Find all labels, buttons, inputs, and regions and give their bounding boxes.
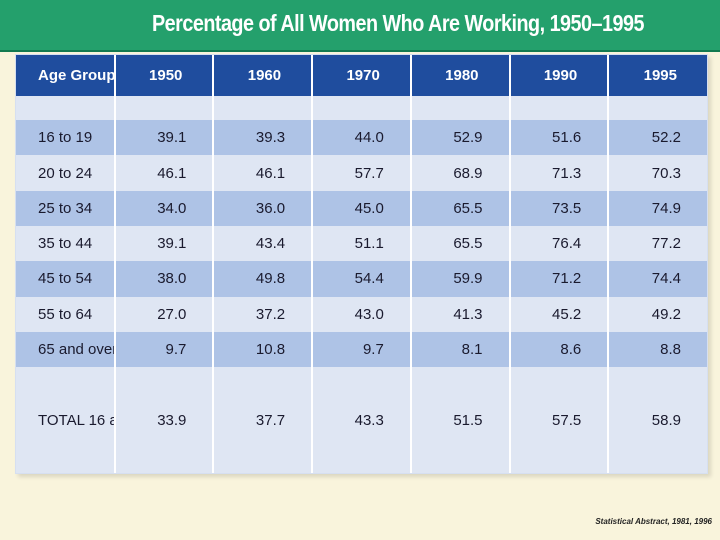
table-row: 16 to 19 39.1 39.3 44.0 52.9 51.6 52.2 — [16, 120, 707, 156]
value-cell-1970: 44.0 — [311, 120, 411, 156]
age-group-cell: 35 to 44 — [16, 225, 115, 262]
value-cell-1990: 76.4 — [508, 225, 609, 262]
value-cell-1980: 8.1 — [409, 331, 510, 368]
value-cell-1970: 9.7 — [311, 331, 411, 368]
age-group-cell: 65 and over — [16, 331, 115, 368]
value-cell-1950: 38.0 — [113, 261, 214, 297]
value-cell-1950: 39.1 — [113, 225, 214, 262]
value-cell-1950: 9.7 — [113, 331, 214, 368]
value-cell-1980: 51.5 — [409, 367, 510, 473]
value-cell-1950: 34.0 — [113, 190, 214, 226]
value-cell-1980: 59.9 — [409, 261, 510, 297]
value-cell-1950: 39.1 — [113, 120, 214, 156]
value-cell-1995: 74.4 — [607, 261, 707, 297]
spacer-cell — [311, 96, 411, 121]
value-cell-1995: 49.2 — [607, 296, 707, 332]
source-note: Statistical Abstract, 1981, 1996 — [595, 517, 712, 526]
value-cell-1995: 70.3 — [607, 155, 707, 191]
age-group-cell: 20 to 24 — [16, 155, 115, 191]
value-cell-1960: 36.0 — [212, 190, 313, 226]
column-header-1970: 1970 — [311, 55, 411, 96]
value-cell-1950: 33.9 — [113, 367, 214, 473]
value-cell-1960: 39.3 — [212, 120, 313, 156]
value-cell-1995: 58.9 — [607, 367, 707, 473]
value-cell-1970: 43.0 — [311, 296, 411, 332]
column-header-1995: 1995 — [607, 55, 707, 96]
value-cell-1960: 49.8 — [212, 261, 313, 297]
column-header-1980: 1980 — [409, 55, 510, 96]
age-group-cell: 45 to 54 — [16, 261, 115, 297]
data-table: Age Group 1950 1960 1970 1980 1990 1995 … — [16, 55, 707, 473]
value-cell-1950: 46.1 — [113, 155, 214, 191]
value-cell-1960: 46.1 — [212, 155, 313, 191]
value-cell-1995: 52.2 — [607, 120, 707, 156]
spacer-cell — [409, 96, 510, 121]
table-row: 45 to 54 38.0 49.8 54.4 59.9 71.2 74.4 — [16, 261, 707, 297]
value-cell-1960: 43.4 — [212, 225, 313, 262]
spacer-row — [16, 96, 707, 121]
spacer-cell — [508, 96, 609, 121]
value-cell-1990: 8.6 — [508, 331, 609, 368]
table-row: 25 to 34 34.0 36.0 45.0 65.5 73.5 74.9 — [16, 190, 707, 226]
value-cell-1995: 77.2 — [607, 225, 707, 262]
column-header-1950: 1950 — [113, 55, 214, 96]
value-cell-1960: 10.8 — [212, 331, 313, 368]
table-row: 65 and over 9.7 10.8 9.7 8.1 8.6 8.8 — [16, 331, 707, 368]
value-cell-1970: 45.0 — [311, 190, 411, 226]
value-cell-1970: 51.1 — [311, 225, 411, 262]
table-row: 55 to 64 27.0 37.2 43.0 41.3 45.2 49.2 — [16, 296, 707, 332]
data-table-container: Age Group 1950 1960 1970 1980 1990 1995 … — [15, 54, 708, 474]
spacer-cell — [212, 96, 313, 121]
column-header-age-group: Age Group — [16, 55, 115, 96]
table-row: 35 to 44 39.1 43.4 51.1 65.5 76.4 77.2 — [16, 225, 707, 262]
spacer-cell — [16, 96, 115, 121]
spacer-cell — [113, 96, 214, 121]
table-row: 20 to 24 46.1 46.1 57.7 68.9 71.3 70.3 — [16, 155, 707, 191]
chart-title: Percentage of All Women Who Are Working,… — [152, 10, 644, 36]
value-cell-1995: 74.9 — [607, 190, 707, 226]
age-group-cell: 25 to 34 — [16, 190, 115, 226]
column-header-1960: 1960 — [212, 55, 313, 96]
value-cell-1980: 52.9 — [409, 120, 510, 156]
value-cell-1990: 51.6 — [508, 120, 609, 156]
value-cell-1995: 8.8 — [607, 331, 707, 368]
value-cell-1980: 68.9 — [409, 155, 510, 191]
spacer-cell — [607, 96, 707, 121]
value-cell-1980: 65.5 — [409, 225, 510, 262]
value-cell-1980: 41.3 — [409, 296, 510, 332]
age-group-cell: TOTAL 16 and over — [16, 367, 115, 473]
column-header-1990: 1990 — [508, 55, 609, 96]
header-row: Age Group 1950 1960 1970 1980 1990 1995 — [16, 55, 707, 96]
value-cell-1990: 71.3 — [508, 155, 609, 191]
value-cell-1980: 65.5 — [409, 190, 510, 226]
value-cell-1970: 43.3 — [311, 367, 411, 473]
value-cell-1990: 73.5 — [508, 190, 609, 226]
value-cell-1990: 57.5 — [508, 367, 609, 473]
age-group-cell: 16 to 19 — [16, 120, 115, 156]
value-cell-1970: 54.4 — [311, 261, 411, 297]
value-cell-1970: 57.7 — [311, 155, 411, 191]
value-cell-1960: 37.7 — [212, 367, 313, 473]
value-cell-1990: 45.2 — [508, 296, 609, 332]
table-body: 16 to 19 39.1 39.3 44.0 52.9 51.6 52.2 20 to 24… — [16, 96, 707, 473]
total-row: TOTAL 16 and over33.937.743.351.557.558.… — [16, 367, 707, 473]
value-cell-1950: 27.0 — [113, 296, 214, 332]
value-cell-1960: 37.2 — [212, 296, 313, 332]
age-group-cell: 55 to 64 — [16, 296, 115, 332]
title-bar: Percentage of All Women Who Are Working,… — [0, 0, 720, 52]
value-cell-1990: 71.2 — [508, 261, 609, 297]
